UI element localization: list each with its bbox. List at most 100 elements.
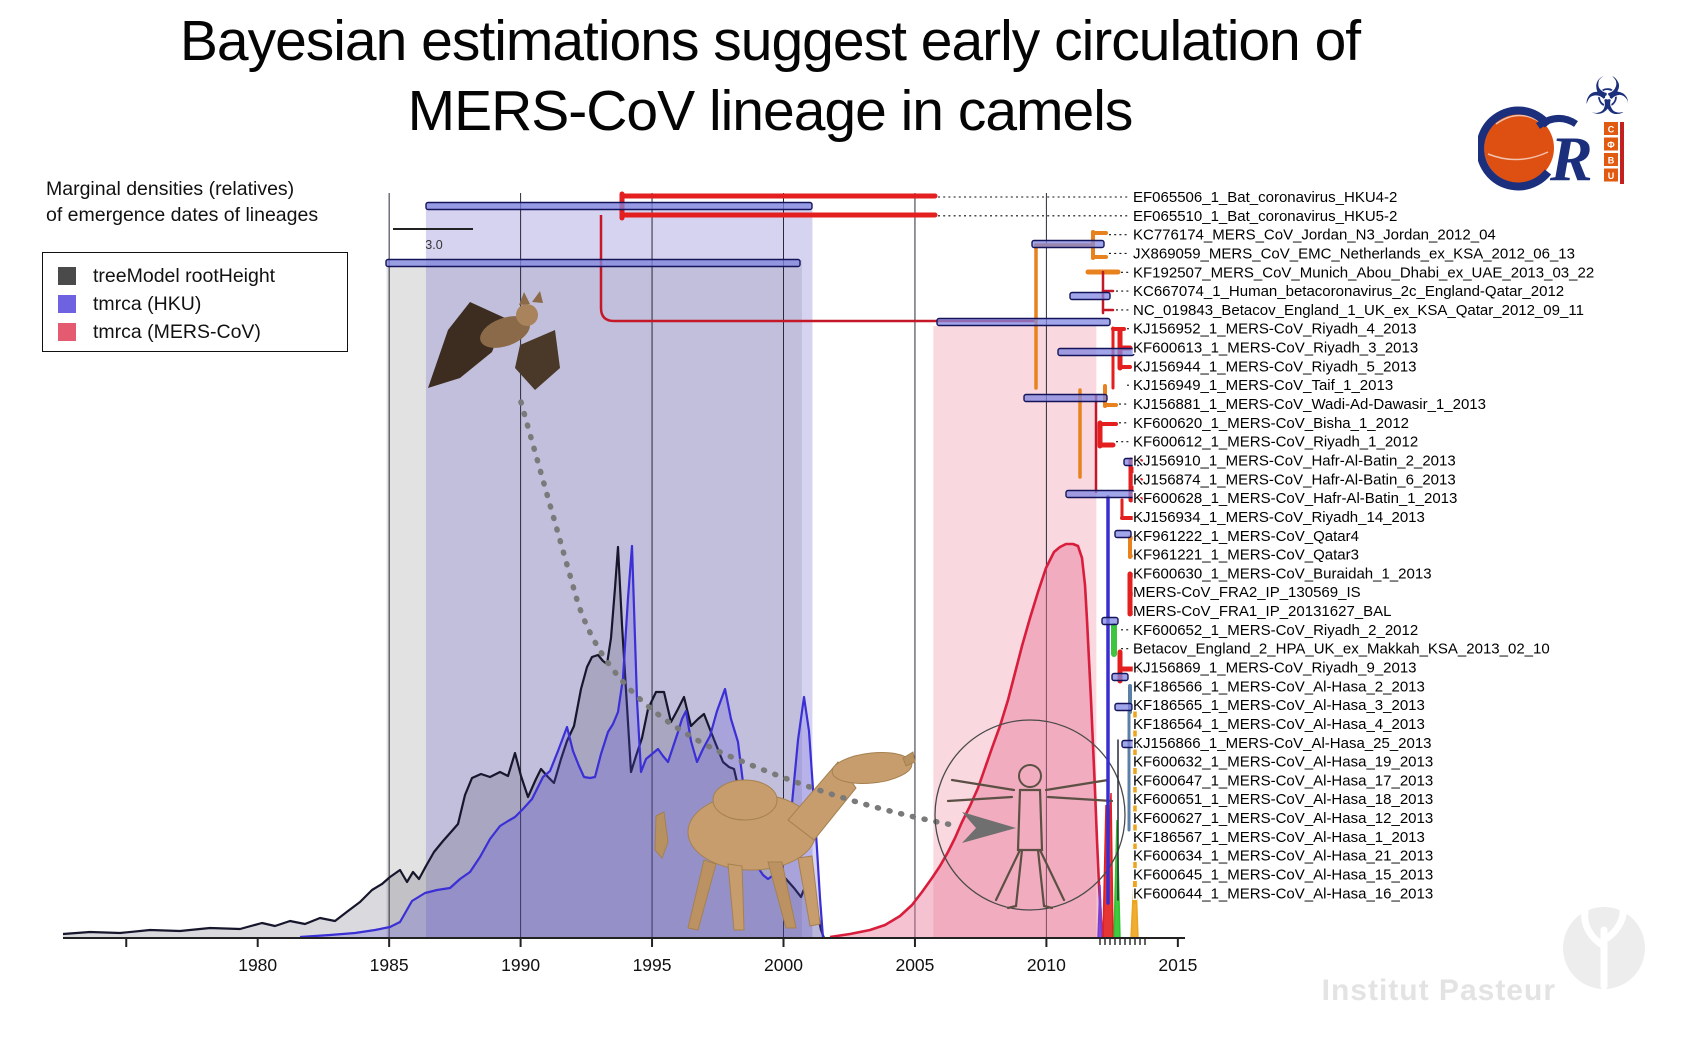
axis-year-label: 1980 xyxy=(238,955,277,975)
cibu-block xyxy=(1604,168,1618,182)
cibu-block-letter: B xyxy=(1608,156,1615,166)
density-curve xyxy=(829,542,1105,939)
taxon-label: KF961222_1_MERS-CoV_Qatar4 xyxy=(1133,528,1359,545)
cibu-block-letter: Φ xyxy=(1607,140,1615,150)
c-swoosh xyxy=(1476,106,1552,191)
swoosh-tail xyxy=(1535,115,1578,129)
legend-item-label: treeModel rootHeight xyxy=(93,264,276,287)
scale-bar-label: 3.0 xyxy=(425,238,442,252)
taxon-label: KJ156949_1_MERS-CoV_Taif_1_2013 xyxy=(1133,377,1393,394)
camel-image xyxy=(654,751,916,931)
taxon-label: KF600612_1_MERS-CoV_Riyadh_1_2012 xyxy=(1133,434,1418,451)
taxon-label: MERS-CoV_FRA2_IP_130569_IS xyxy=(1133,584,1361,601)
density-mini-spike-line xyxy=(1097,884,1103,939)
globe-meridian xyxy=(1495,114,1541,125)
density-mini-spike-line xyxy=(1113,819,1121,939)
vitruvian-man-image xyxy=(934,719,1126,911)
node-hpd-bar xyxy=(1114,529,1132,539)
taxon-label: KJ156910_1_MERS-CoV_Hafr-Al-Batin_2_2013 xyxy=(1133,452,1456,469)
taxon-label: KF600652_1_MERS-CoV_Riyadh_2_2012 xyxy=(1133,622,1418,639)
density-fill xyxy=(63,547,824,938)
node-hpd-bar xyxy=(1065,489,1135,499)
globe-icon xyxy=(1484,113,1554,183)
legend-box: treeModel rootHeight tmrca (HKU) tmrca (ME… xyxy=(42,252,348,352)
axis-year-label: 2000 xyxy=(764,955,803,975)
taxon-label: KF600647_1_MERS-CoV_Al-Hasa_17_2013 xyxy=(1133,772,1433,789)
cibu-block xyxy=(1604,153,1618,166)
taxon-label: KF186566_1_MERS-CoV_Al-Hasa_2_2013 xyxy=(1133,678,1425,695)
cibu-block-letter: U xyxy=(1608,171,1615,181)
node-hpd-bar xyxy=(1121,739,1139,749)
taxon-label: KF600613_1_MERS-CoV_Riyadh_3_2013 xyxy=(1133,340,1418,357)
legend-swatch-icon xyxy=(58,295,76,313)
legend-item-label: tmrca (MERS-CoV) xyxy=(93,320,261,343)
pasteur-text: Institut Pasteur xyxy=(1322,974,1556,1007)
legend-item: treeModel rootHeight xyxy=(43,262,347,290)
hpd-band xyxy=(933,326,1097,938)
taxon-label: KF600651_1_MERS-CoV_Al-Hasa_18_2013 xyxy=(1133,791,1433,808)
taxon-label: Betacov_England_2_HPA_UK_ex_Makkah_KSA_2… xyxy=(1133,641,1550,658)
cibu-block-letter: C xyxy=(1608,125,1615,135)
arrowhead-icon xyxy=(962,812,1016,843)
legend-item-label: tmrca (HKU) xyxy=(93,292,202,315)
density-fill xyxy=(830,544,1103,938)
taxon-label: KF600634_1_MERS-CoV_Al-Hasa_21_2013 xyxy=(1133,848,1433,865)
cibu-block xyxy=(1604,122,1618,135)
taxon-label: KF961221_1_MERS-CoV_Qatar3 xyxy=(1133,547,1359,564)
legend-heading-line2: of emergence dates of lineages xyxy=(46,204,319,226)
globe-parallel xyxy=(1487,151,1549,161)
legend-heading: Marginal densities (relatives) of emerge… xyxy=(46,176,318,228)
taxon-label: KJ156934_1_MERS-CoV_Riyadh_14_2013 xyxy=(1133,509,1425,526)
legend-swatch-icon xyxy=(58,267,76,285)
cibu-red-bar xyxy=(1620,122,1624,184)
density-curve xyxy=(299,544,825,939)
taxon-label: KJ156944_1_MERS-CoV_Riyadh_5_2013 xyxy=(1133,358,1417,375)
node-hpd-bar xyxy=(425,201,813,211)
slide-title-line1: Bayesian estimations suggest early circu… xyxy=(179,9,1361,73)
cri-letter-r: R xyxy=(1549,123,1593,192)
taxon-label: KJ156874_1_MERS-CoV_Hafr-Al-Batin_6_2013 xyxy=(1133,471,1456,488)
node-hpd-bar xyxy=(936,317,1111,327)
slide-title: Bayesian estimations suggest early circu… xyxy=(0,6,1540,146)
node-hpd-bar xyxy=(385,258,801,268)
slide-title-line2: MERS-CoV lineage in camels xyxy=(407,79,1134,143)
taxon-label: KF600620_1_MERS-CoV_Bisha_1_2012 xyxy=(1133,415,1409,432)
taxon-label: JX869059_MERS_CoV_EMC_Netherlands_ex_KSA… xyxy=(1133,245,1575,262)
node-hpd-bar xyxy=(1123,457,1141,467)
cibu-block xyxy=(1604,137,1618,151)
taxon-label: KF600630_1_MERS-CoV_Buraidah_1_2013 xyxy=(1133,565,1432,582)
node-hpd-bar xyxy=(1057,347,1135,357)
axis-year-label: 1995 xyxy=(633,955,672,975)
taxon-label: NC_019843_Betacov_England_1_UK_ex_KSA_Qa… xyxy=(1133,302,1584,319)
taxon-label: KJ156869_1_MERS-CoV_Riyadh_9_2013 xyxy=(1133,660,1417,677)
taxon-label: KF600632_1_MERS-CoV_Al-Hasa_19_2013 xyxy=(1133,754,1433,771)
legend-item: tmrca (MERS-CoV) xyxy=(43,318,347,346)
axis-year-label: 2015 xyxy=(1158,955,1197,975)
node-hpd-bar xyxy=(1031,239,1105,249)
taxon-label: KF186564_1_MERS-CoV_Al-Hasa_4_2013 xyxy=(1133,716,1425,733)
taxon-label: KF600628_1_MERS-CoV_Hafr-Al-Batin_1_2013 xyxy=(1133,490,1457,507)
node-hpd-bar xyxy=(1101,616,1119,626)
taxon-label: KF600644_1_MERS-CoV_Al-Hasa_16_2013 xyxy=(1133,885,1433,902)
bat-image xyxy=(428,291,560,390)
institut-pasteur-watermark: Institut Pasteur xyxy=(1300,898,1691,1054)
tree-branch xyxy=(599,215,1036,323)
taxon-label: KJ156866_1_MERS-CoV_Al-Hasa_25_2013 xyxy=(1133,735,1432,752)
taxon-label: KC776174_MERS_CoV_Jordan_N3_Jordan_2012_… xyxy=(1133,227,1496,244)
taxon-label: KF186567_1_MERS-CoV_Al-Hasa_1_2013 xyxy=(1133,829,1425,846)
node-hpd-bar xyxy=(1114,702,1133,712)
pasteur-graphic: Institut Pasteur xyxy=(1322,902,1645,1007)
taxon-labels: EF065506_1_Bat_coronavirus_HKU4-2 EF06551… xyxy=(938,188,1596,904)
legend-heading-line1: Marginal densities (relatives) xyxy=(46,178,295,200)
taxon-label: KJ156881_1_MERS-CoV_Wadi-Ad-Dawasir_1_20… xyxy=(1133,396,1486,413)
taxon-label: MERS-CoV_FRA1_IP_20131627_BAL xyxy=(1133,603,1392,620)
biohazard-icon: ☣ xyxy=(1584,68,1631,126)
axis-year-label: 2005 xyxy=(895,955,934,975)
transmission-arrow xyxy=(518,399,1016,843)
taxon-label: KF600645_1_MERS-CoV_Al-Hasa_15_2013 xyxy=(1133,867,1433,884)
